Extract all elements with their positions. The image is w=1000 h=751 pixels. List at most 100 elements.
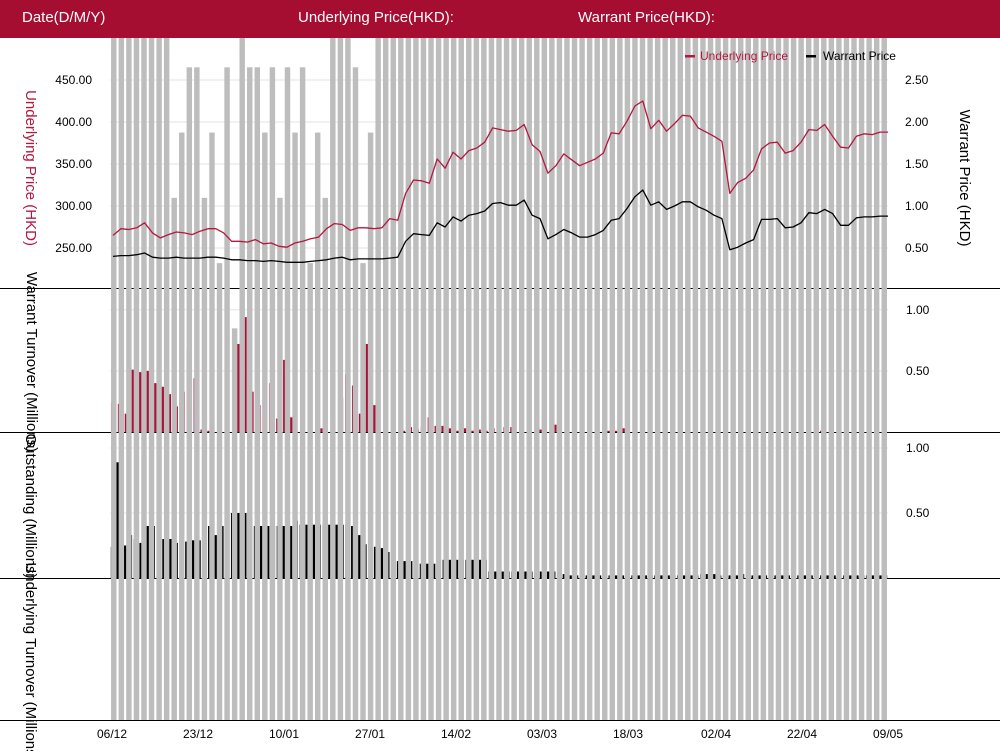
underlying-turnover-bars — [111, 38, 887, 721]
underlying-price-line — [112, 100, 888, 248]
bar — [606, 430, 612, 432]
bar-panel-tick: 0.50 — [906, 364, 930, 378]
date-label: Date(D/M/Y) — [22, 9, 106, 26]
bar — [496, 38, 502, 720]
bar — [659, 575, 665, 578]
bar — [700, 38, 706, 720]
bar-panel-tick: 1.00 — [906, 303, 930, 317]
bar — [534, 38, 540, 721]
bar — [186, 67, 193, 721]
bar — [425, 563, 430, 578]
bar — [734, 575, 739, 578]
bar — [602, 38, 608, 720]
bar — [677, 38, 684, 720]
x-tick-label: 27/01 — [355, 727, 385, 741]
price-left-tick: 250.00 — [55, 241, 92, 255]
bar — [730, 38, 736, 720]
underlying-price-axis-title: Underlying Price (HKD) — [22, 90, 39, 246]
bar — [307, 263, 313, 720]
bar — [462, 428, 468, 432]
bar — [284, 67, 291, 721]
bar — [473, 38, 480, 720]
bar — [632, 38, 638, 720]
bar — [375, 38, 381, 720]
price-left-tick: 350.00 — [55, 157, 92, 171]
bar — [405, 38, 412, 720]
bar — [163, 38, 170, 720]
bar — [152, 383, 158, 432]
bar — [866, 38, 872, 720]
bar — [458, 38, 464, 720]
bar — [537, 429, 543, 432]
price-right-tick: 1.00 — [905, 199, 929, 213]
price-left-tick: 300.00 — [55, 199, 92, 213]
warrant-turnover-axis-title: Warrant Turnover (Millions) — [23, 272, 40, 452]
bar — [637, 575, 642, 578]
bar — [526, 38, 532, 720]
bar — [556, 38, 563, 720]
bar — [224, 67, 230, 721]
bar — [760, 38, 767, 720]
outstanding-axis-title: Outstanding (Millions) — [22, 433, 39, 578]
bar — [179, 132, 185, 720]
bar — [372, 405, 378, 432]
bar — [568, 575, 573, 578]
bar — [216, 263, 223, 720]
bar — [594, 38, 600, 720]
bar — [282, 526, 287, 578]
bar — [614, 575, 619, 578]
bar — [322, 197, 328, 721]
bar — [843, 38, 850, 721]
bar — [798, 38, 804, 720]
bar — [639, 38, 646, 720]
bar — [768, 38, 774, 720]
bar — [333, 524, 339, 578]
bar — [356, 535, 361, 578]
bar — [345, 38, 351, 720]
bar — [428, 38, 434, 720]
warrant-chart: 450.00 2.50 400.00 2.00 350.00 1.50 300.00 1.00… — [0, 38, 1000, 751]
bar — [620, 428, 626, 432]
bar — [688, 575, 693, 578]
bar — [662, 38, 668, 720]
bar — [402, 561, 407, 578]
legend-warrant-label: Warrant Price — [823, 49, 896, 63]
x-tick-label: 23/12 — [183, 727, 213, 741]
bar — [254, 67, 261, 721]
bar — [234, 344, 240, 432]
bar — [549, 38, 555, 720]
bar — [685, 38, 691, 720]
bar — [435, 38, 442, 720]
bar — [881, 38, 887, 720]
bar-panel-tick: 1.00 — [906, 441, 930, 455]
bar — [138, 372, 144, 432]
bar — [133, 38, 140, 721]
bar — [670, 38, 676, 720]
bar — [311, 524, 316, 578]
warrant-price-axis-title: Warrant Price (HKD) — [956, 110, 973, 247]
bar — [292, 132, 298, 720]
bar — [171, 197, 177, 721]
bar — [571, 38, 578, 720]
bar — [168, 539, 173, 578]
bar — [488, 38, 495, 720]
bar — [259, 526, 264, 578]
bar — [591, 575, 596, 578]
bar — [314, 132, 321, 720]
bar — [277, 197, 283, 721]
bar — [382, 38, 389, 720]
bar — [194, 67, 200, 721]
bar — [821, 38, 827, 720]
bar — [780, 575, 785, 578]
bar — [231, 328, 238, 720]
bar — [239, 38, 245, 720]
bar — [624, 38, 631, 720]
underlying-price-label: Underlying Price(HKD): — [298, 9, 454, 26]
bar — [111, 38, 117, 720]
bar — [247, 67, 253, 721]
bar — [466, 38, 472, 720]
bar — [236, 513, 241, 578]
bar — [848, 575, 853, 578]
bar — [802, 575, 808, 578]
bar — [390, 38, 396, 720]
